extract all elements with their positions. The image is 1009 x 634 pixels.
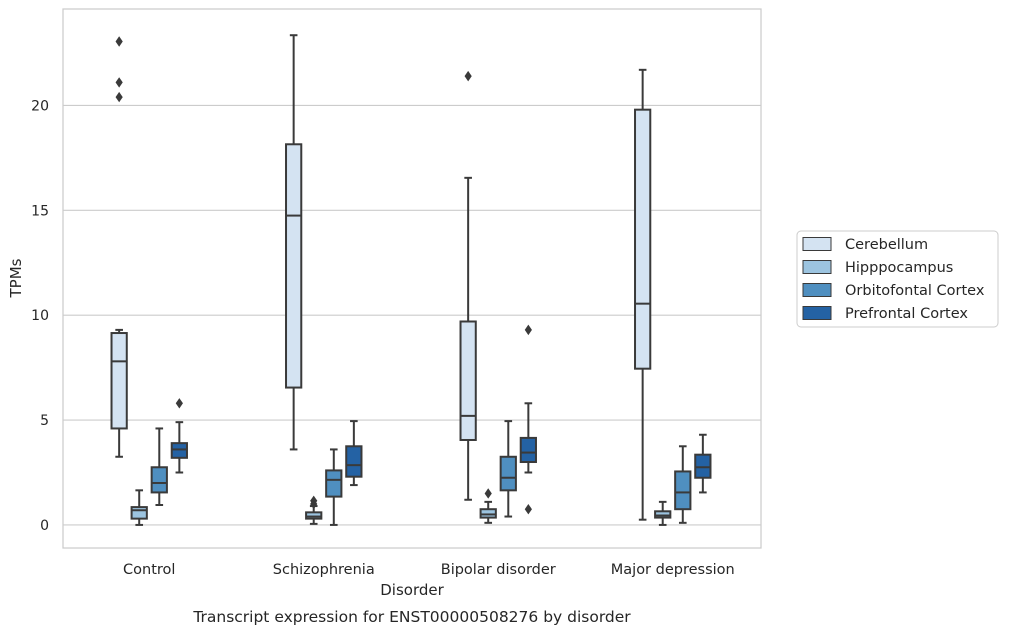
box-cerebellum (285, 34, 303, 451)
outlier-point (310, 495, 318, 507)
iqr-box (325, 469, 343, 498)
iqr-box (694, 453, 712, 479)
iqr-box (674, 470, 692, 511)
box-hipppocampus (479, 488, 497, 524)
y-tick-label: 15 (31, 203, 49, 219)
box-hipppocampus (305, 495, 323, 525)
legend-label: Orbitofontal Cortex (845, 283, 985, 299)
outlier-point (464, 70, 472, 82)
iqr-box (150, 466, 168, 494)
y-tick-label: 5 (40, 413, 49, 429)
x-tick-label: Bipolar disorder (441, 562, 556, 578)
iqr-box (459, 320, 477, 441)
iqr-box (170, 442, 188, 459)
iqr-box (479, 508, 497, 519)
box-hipppocampus (130, 489, 148, 526)
legend-label: Hipppocampus (845, 260, 953, 276)
box-prefrontal-cortex (519, 324, 537, 515)
x-tick-label: Major depression (611, 562, 735, 578)
plot-area-frame (62, 8, 762, 549)
outlier-point (524, 504, 532, 515)
iqr-box (519, 436, 537, 464)
x-tick-label: Control (123, 562, 175, 578)
iqr-box (130, 506, 148, 520)
box-orbitofontal-cortex (674, 445, 692, 524)
box-prefrontal-cortex (345, 420, 363, 487)
x-axis-label: Disorder (380, 581, 444, 599)
outlier-point (524, 324, 532, 336)
box-prefrontal-cortex (170, 398, 188, 474)
x-tick-label: Schizophrenia (273, 562, 375, 578)
iqr-box (345, 445, 363, 478)
iqr-box (285, 143, 303, 389)
chart-caption: Transcript expression for ENST0000050827… (192, 608, 631, 626)
x-tick-labels: Control Schizophrenia Bipolar disorder Majo… (123, 562, 735, 578)
outlier-point (484, 488, 492, 499)
iqr-box (305, 511, 323, 520)
iqr-box (110, 332, 128, 430)
box-orbitofontal-cortex (499, 420, 517, 518)
legend-label: Prefrontal Cortex (845, 306, 968, 322)
legend-swatch (802, 306, 832, 320)
box-prefrontal-cortex (694, 433, 712, 494)
y-tick-labels: 0 5 10 15 20 (31, 98, 49, 533)
legend-label: Cerebellum (845, 237, 928, 253)
outlier-point (175, 398, 183, 409)
y-tick-label: 20 (31, 98, 49, 114)
outlier-point (115, 91, 123, 103)
legend-swatch (802, 260, 832, 274)
box-cerebellum (459, 70, 477, 501)
box-orbitofontal-cortex (325, 448, 343, 526)
legend-swatch (802, 283, 832, 297)
iqr-box (654, 510, 672, 519)
outlier-point (115, 77, 123, 88)
box-hipppocampus (654, 500, 672, 526)
outlier-point (115, 36, 123, 47)
box-orbitofontal-cortex (150, 427, 168, 507)
box-cerebellum (110, 36, 128, 458)
y-tick-label: 0 (40, 518, 49, 534)
y-axis-label: TPMs (7, 258, 25, 298)
box-cerebellum (634, 68, 652, 521)
y-tick-label: 10 (31, 308, 49, 324)
iqr-box (499, 455, 517, 492)
iqr-box (634, 108, 652, 370)
box-groups (110, 34, 712, 526)
legend: Cerebellum Hipppocampus Orbitofontal Corte… (796, 230, 999, 328)
legend-frame (796, 230, 999, 328)
legend-swatch (802, 237, 832, 251)
